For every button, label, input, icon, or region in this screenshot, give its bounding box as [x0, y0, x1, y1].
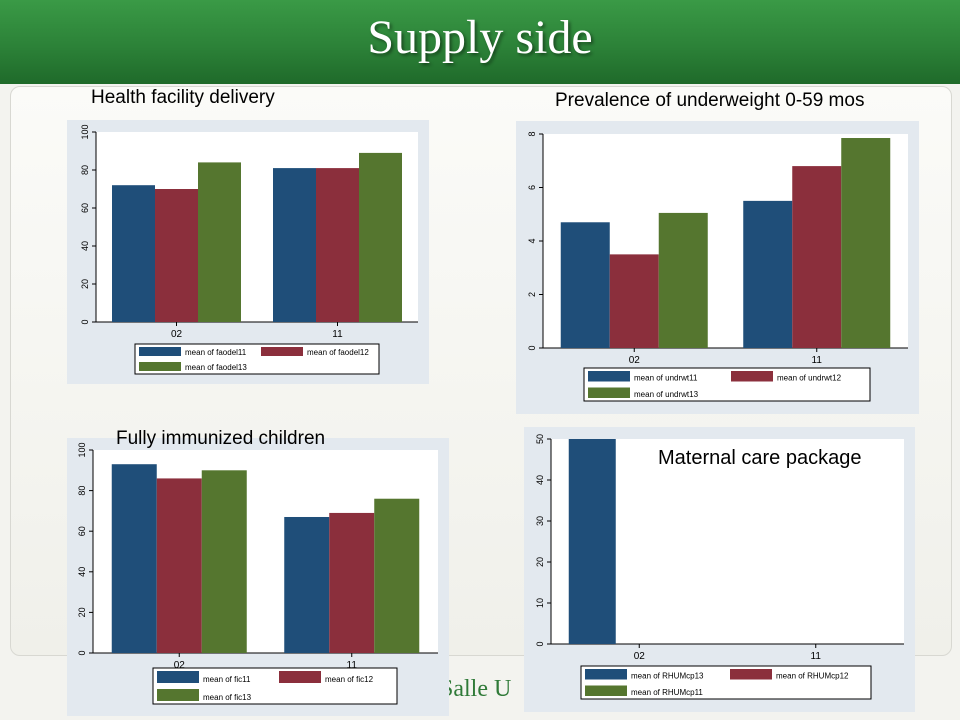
y-tick-label: 0 [527, 345, 537, 350]
chart-svg: 0 20 40 60 80 100 02 11 mean of faodel11 mean of … [80, 124, 418, 375]
legend-label: mean of undrwt12 [777, 374, 842, 383]
bar [273, 168, 316, 322]
bar [284, 516, 330, 653]
bar [841, 138, 891, 348]
legend-label: mean of fic12 [325, 675, 374, 684]
y-tick-label: 4 [527, 238, 537, 243]
chart-immunized: 0 20 40 60 80 100 02 11 mean of fic11 mean of fic… [67, 438, 449, 716]
y-tick-label: 60 [77, 526, 87, 536]
x-tick-label: 02 [174, 660, 186, 671]
legend-swatch [279, 671, 321, 683]
bar [329, 512, 375, 653]
y-tick-label: 0 [77, 650, 87, 655]
y-tick-label: 0 [80, 319, 90, 324]
y-tick-label: 40 [535, 475, 545, 485]
chart-svg: 0 20 40 60 80 100 02 11 mean of fic11 mean of fic… [77, 442, 438, 705]
legend-label: mean of faodel12 [307, 348, 369, 357]
legend-label: mean of undrwt11 [634, 374, 698, 383]
chart-svg: 0 10 20 30 40 50 02 11 mean of RHUMcp13 mean of R… [535, 434, 904, 700]
chart-maternal-care: 0 10 20 30 40 50 02 11 mean of RHUMcp13 mean of R… [524, 427, 915, 712]
y-tick-label: 100 [80, 124, 90, 139]
y-tick-label: 20 [535, 557, 545, 567]
y-tick-label: 0 [535, 641, 545, 646]
legend-swatch [585, 669, 627, 680]
legend-box [580, 665, 872, 700]
bar [568, 439, 616, 644]
title-banner: Supply side [0, 0, 960, 84]
y-tick-label: 30 [535, 516, 545, 526]
legend-label: mean of faodel11 [185, 348, 247, 357]
bar [658, 212, 708, 348]
legend-box [583, 367, 871, 402]
chart-title-maternal-care: Maternal care package [656, 447, 864, 470]
y-tick-label: 80 [77, 486, 87, 496]
legend-label: mean of RHUMcp12 [776, 672, 849, 681]
y-tick-label: 20 [80, 279, 90, 289]
y-tick-label: 6 [527, 185, 537, 190]
y-tick-label: 2 [527, 292, 537, 297]
chart-title-immunized: Fully immunized children [116, 428, 326, 449]
bar [112, 185, 155, 322]
y-tick-label: 100 [77, 442, 87, 457]
legend-swatch [588, 387, 630, 398]
y-tick-label: 40 [77, 567, 87, 577]
legend-swatch [730, 669, 772, 680]
chart-facility-delivery: 0 20 40 60 80 100 02 11 mean of faodel11 mean of … [67, 120, 429, 384]
legend-swatch [731, 371, 773, 382]
chart-underweight: 0 2 4 6 8 02 11 mean of undrwt11 mean of undrwt1… [516, 121, 919, 414]
legend-label: mean of faodel13 [185, 363, 247, 372]
slide-title: Supply side [367, 11, 593, 64]
x-tick-label: 11 [811, 651, 822, 662]
legend-swatch [157, 671, 199, 683]
footer-text: Salle U [440, 676, 512, 702]
x-tick-label: 02 [634, 651, 646, 662]
bar [374, 498, 420, 653]
bar [560, 222, 610, 348]
y-tick-label: 60 [80, 203, 90, 213]
legend-label: mean of undrwt13 [634, 390, 699, 399]
bar [743, 200, 793, 348]
bar [198, 162, 241, 322]
bar [111, 464, 157, 653]
y-tick-label: 40 [80, 241, 90, 251]
legend-label: mean of RHUMcp13 [631, 672, 704, 681]
legend-label: mean of fic11 [203, 675, 251, 684]
legend-swatch [585, 685, 627, 696]
chart-title-facility-delivery: Health facility delivery [91, 87, 275, 108]
legend-label: mean of RHUMcp11 [631, 688, 703, 697]
x-tick-label: 11 [332, 329, 343, 340]
bar [155, 189, 198, 322]
bar [156, 478, 202, 653]
legend-swatch [139, 347, 181, 356]
x-tick-label: 11 [812, 355, 823, 366]
bar [359, 152, 402, 322]
x-tick-label: 11 [347, 660, 358, 671]
bar [609, 254, 659, 348]
bar [201, 470, 247, 653]
bar [316, 168, 359, 322]
legend-swatch [261, 347, 303, 356]
y-tick-label: 80 [80, 165, 90, 175]
y-tick-label: 10 [535, 598, 545, 608]
bar [792, 166, 842, 348]
x-tick-label: 02 [629, 355, 641, 366]
legend-label: mean of fic13 [203, 693, 252, 702]
x-tick-label: 02 [171, 329, 183, 340]
y-tick-label: 50 [535, 434, 545, 444]
legend-swatch [157, 689, 199, 701]
y-tick-label: 8 [527, 131, 537, 136]
legend-swatch [139, 362, 181, 371]
legend-swatch [588, 371, 630, 382]
chart-title-underweight: Prevalence of underweight 0-59 mos [555, 90, 865, 111]
y-tick-label: 20 [77, 607, 87, 617]
